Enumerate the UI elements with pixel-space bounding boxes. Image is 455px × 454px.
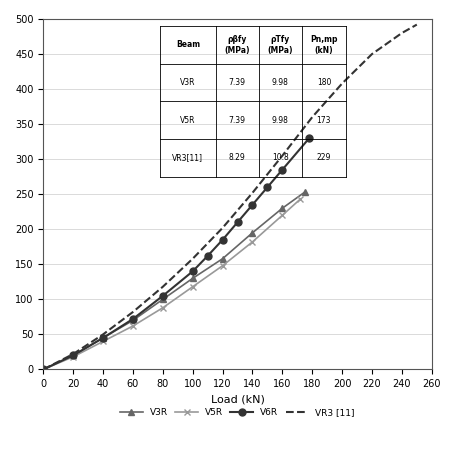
V3R	[219, 256, 225, 262]
VR3 [11]	[398, 30, 404, 36]
V3R	[190, 276, 195, 281]
V6R	[219, 237, 225, 242]
V5R	[100, 339, 106, 344]
V5R	[160, 305, 165, 311]
VR3 [11]	[279, 153, 284, 158]
VR3 [11]	[309, 114, 314, 120]
V6R	[40, 367, 46, 372]
V3R	[301, 189, 307, 195]
V6R	[306, 135, 311, 141]
V3R	[249, 230, 255, 236]
VR3 [11]	[100, 332, 106, 337]
VR3 [11]	[219, 225, 225, 231]
V3R	[40, 367, 46, 372]
V5R	[40, 367, 46, 372]
V6R	[249, 202, 255, 207]
VR3 [11]	[40, 367, 46, 372]
V5R	[297, 197, 303, 202]
V5R	[190, 284, 195, 290]
VR3 [11]	[339, 81, 344, 86]
V5R	[219, 263, 225, 268]
V6R	[160, 293, 165, 299]
V6R	[190, 269, 195, 274]
V3R	[100, 335, 106, 340]
VR3 [11]	[249, 190, 255, 196]
Line: V5R: V5R	[40, 196, 303, 373]
Legend: V3R, V5R, V6R, VR3 [11]: V3R, V5R, V6R, VR3 [11]	[116, 405, 358, 421]
VR3 [11]	[71, 351, 76, 357]
V6R	[130, 316, 136, 322]
V6R	[234, 220, 240, 225]
V5R	[71, 354, 76, 360]
Line: V3R: V3R	[40, 188, 308, 373]
V3R	[130, 318, 136, 323]
V5R	[249, 239, 255, 245]
X-axis label: Load (kN): Load (kN)	[210, 395, 264, 405]
V6R	[71, 353, 76, 358]
Line: VR3 [11]: VR3 [11]	[43, 25, 416, 370]
V5R	[130, 323, 136, 329]
V3R	[71, 353, 76, 358]
VR3 [11]	[413, 22, 419, 27]
VR3 [11]	[190, 256, 195, 262]
VR3 [11]	[130, 309, 136, 315]
V6R	[264, 184, 269, 190]
VR3 [11]	[369, 51, 374, 57]
V6R	[279, 167, 284, 173]
V5R	[279, 212, 284, 218]
V6R	[204, 253, 210, 259]
VR3 [11]	[160, 284, 165, 290]
Line: V6R: V6R	[40, 135, 312, 373]
V6R	[100, 335, 106, 340]
V3R	[279, 206, 284, 211]
V3R	[160, 296, 165, 302]
